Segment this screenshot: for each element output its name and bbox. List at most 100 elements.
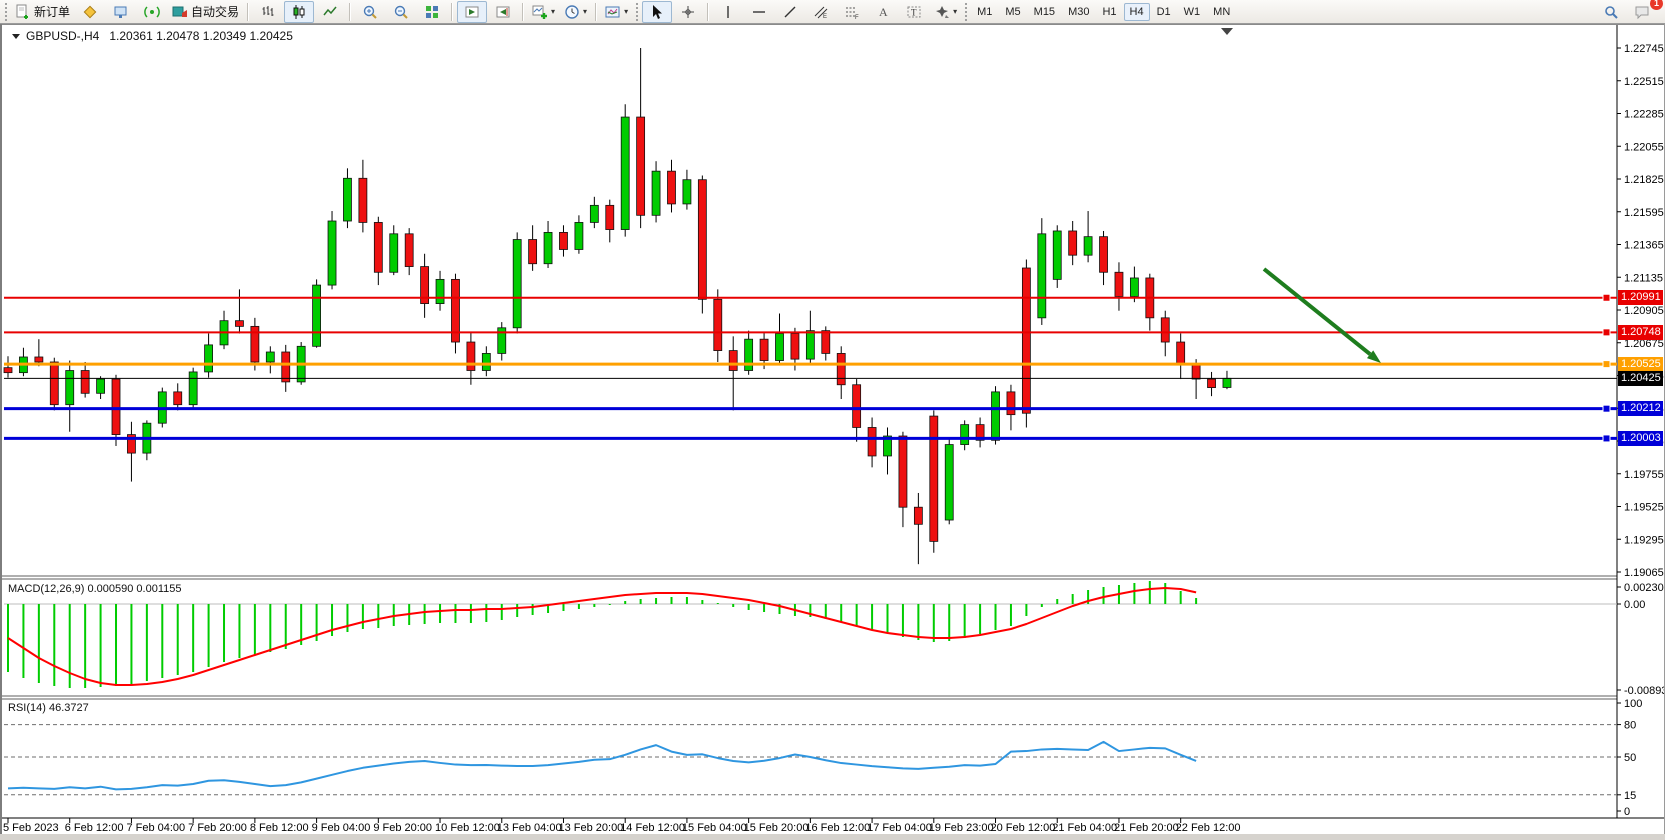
- notification-badge: 1: [1650, 0, 1663, 10]
- autotrade-icon: [172, 6, 188, 17]
- rsi-level-lines: [4, 724, 1617, 796]
- price-tag-pivot: 1.20525: [1618, 356, 1663, 372]
- new-chart-dropdown[interactable]: ▾: [528, 1, 559, 23]
- svg-text:F: F: [855, 15, 859, 20]
- tab-w1[interactable]: W1: [1183, 5, 1201, 18]
- separator: [451, 2, 454, 21]
- hline-tool-button[interactable]: [744, 1, 774, 23]
- price-tag-resistance-2: 1.20748: [1618, 324, 1663, 340]
- toolbar-grip[interactable]: [635, 2, 640, 21]
- cursor-icon: [653, 4, 663, 19]
- tab-h4[interactable]: H4: [1123, 2, 1150, 21]
- window-frame-left: [0, 24, 2, 840]
- vline-tool-button[interactable]: [713, 1, 743, 23]
- candlestick-mode-button[interactable]: [284, 0, 315, 23]
- channel-tool-button[interactable]: E: [806, 1, 836, 23]
- text-label-icon: T: [907, 6, 921, 17]
- chart-ohlc-values: 1.20361 1.20478 1.20349 1.20425: [109, 29, 293, 43]
- autotrade-label: 自动交易: [191, 5, 240, 19]
- clock-icon: [565, 4, 579, 19]
- arrows-icon: [936, 5, 950, 18]
- notifications-button[interactable]: 1: [1627, 0, 1663, 23]
- vertical-line-icon: [727, 5, 729, 18]
- macd-histogram: [7, 581, 1198, 688]
- tab-m30[interactable]: M30: [1068, 5, 1090, 18]
- signals-button[interactable]: [137, 1, 167, 23]
- new-order-icon: [16, 4, 28, 19]
- svg-text:E: E: [823, 14, 827, 20]
- text-tool-button[interactable]: A: [868, 1, 898, 23]
- new-order-label: 新订单: [34, 5, 71, 19]
- line-chart-icon: [323, 6, 337, 15]
- zoom-out-icon: [394, 5, 408, 19]
- auto-scroll-icon: [465, 6, 479, 17]
- chart-shift-button[interactable]: [488, 1, 518, 23]
- signal-icon: [144, 5, 160, 18]
- template-icon: [605, 6, 620, 17]
- price-tag-resistance-1: 1.20991: [1618, 290, 1663, 306]
- chart-header: GBPUSD-,H4 1.20361 1.20478 1.20349 1.204…: [12, 29, 293, 43]
- search-icon: [1605, 5, 1618, 19]
- price-tag-current-bid: 1.20425: [1618, 370, 1663, 386]
- bar-chart-mode-button[interactable]: [253, 1, 283, 23]
- market-watch-button[interactable]: [106, 1, 136, 23]
- templates-dropdown[interactable]: ▾: [601, 1, 632, 23]
- search-button[interactable]: [1596, 1, 1626, 23]
- chart-canvas[interactable]: [4, 26, 1617, 576]
- toolbar-grip[interactable]: [964, 2, 969, 21]
- crosshair-icon: [682, 5, 695, 18]
- arrows-dropdown[interactable]: ▾: [930, 1, 961, 23]
- tile-windows-button[interactable]: [417, 1, 447, 23]
- chart-shift-icon: [496, 6, 510, 17]
- new-chart-icon: [532, 5, 548, 19]
- zoom-in-icon: [363, 5, 377, 19]
- zoom-out-button[interactable]: [386, 1, 416, 23]
- separator: [595, 2, 598, 21]
- rsi-line: [7, 740, 1197, 791]
- rsi-label: RSI(14) 46.3727: [8, 702, 89, 714]
- tile-windows-icon: [426, 5, 439, 18]
- tab-mn[interactable]: MN: [1213, 5, 1231, 18]
- gold-cube-icon: [83, 5, 97, 18]
- toolbar-grip[interactable]: [4, 2, 8, 21]
- svg-text:A: A: [879, 5, 888, 19]
- toolbar: 新订单 自动交易: [0, 0, 1665, 24]
- tab-m15[interactable]: M15: [1033, 5, 1056, 18]
- chart-gold-button[interactable]: [75, 1, 105, 23]
- price-tag-support-1: 1.20212: [1618, 401, 1663, 417]
- chart-symbol-period: GBPUSD-,H4: [26, 29, 100, 43]
- price-axis[interactable]: [1617, 24, 1665, 818]
- tab-h1[interactable]: H1: [1102, 5, 1117, 18]
- text-label-tool-button[interactable]: T: [899, 1, 929, 23]
- symbol-dropdown-icon[interactable]: [12, 33, 20, 39]
- equidistant-channel-icon: E: [814, 6, 828, 20]
- trendline-tool-button[interactable]: [775, 1, 805, 23]
- periods-dropdown[interactable]: ▾: [560, 1, 591, 23]
- horizontal-line-icon: [753, 10, 766, 13]
- separator: [349, 2, 352, 21]
- candlestick-icon: [293, 4, 305, 19]
- line-chart-mode-button[interactable]: [315, 1, 345, 23]
- bar-chart-icon: [262, 5, 274, 16]
- new-order-button[interactable]: 新订单: [11, 1, 74, 23]
- fibonacci-icon: F: [846, 7, 859, 20]
- cursor-tool-button[interactable]: [642, 0, 673, 23]
- price-tag-support-2: 1.20003: [1618, 430, 1663, 446]
- separator: [707, 2, 710, 21]
- tab-m1[interactable]: M1: [977, 5, 993, 18]
- zoom-in-button[interactable]: [355, 1, 385, 23]
- svg-text:T: T: [911, 7, 917, 17]
- macd-label: MACD(12,26,9) 0.000590 0.001155: [8, 583, 182, 595]
- time-axis[interactable]: [0, 818, 1617, 834]
- text-icon: A: [879, 5, 888, 19]
- autotrade-button[interactable]: 自动交易: [168, 1, 243, 23]
- crosshair-tool-button[interactable]: [673, 1, 703, 23]
- tab-m5[interactable]: M5: [1005, 5, 1021, 18]
- macd-signal-line: [7, 587, 1197, 686]
- tab-d1[interactable]: D1: [1156, 5, 1171, 18]
- fibonacci-tool-button[interactable]: F: [837, 1, 867, 23]
- separator: [247, 2, 250, 21]
- auto-scroll-button[interactable]: [457, 0, 488, 23]
- chat-icon: [1635, 6, 1649, 19]
- monitor-icon: [114, 6, 127, 18]
